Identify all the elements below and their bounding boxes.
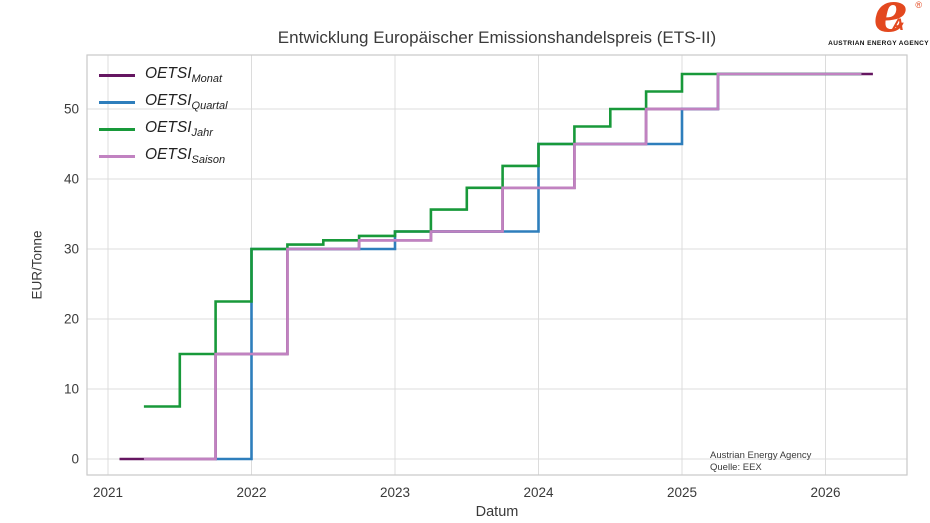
x-tick-2026: 2026 — [810, 485, 840, 500]
x-tick-2024: 2024 — [523, 485, 554, 500]
legend-label-saison: OETSISaison — [145, 145, 226, 167]
annotation-source: Quelle: EEX — [710, 462, 762, 473]
logo-e-icon: e — [873, 0, 908, 44]
y-tick-20: 20 — [64, 312, 79, 327]
y-tick-30: 30 — [64, 242, 79, 257]
x-tick-2022: 2022 — [236, 485, 266, 500]
x-tick-2025: 2025 — [667, 485, 697, 500]
annotation-agency: Austrian Energy Agency — [710, 450, 812, 461]
legend-label-quartal: OETSIQuartal — [145, 91, 228, 113]
x-tick-2021: 2021 — [93, 485, 123, 500]
registered-trademark-icon: ® — [915, 0, 922, 10]
series-line-monat — [119, 72, 873, 461]
legend-swatch-saison — [99, 155, 135, 158]
y-tick-10: 10 — [64, 382, 79, 397]
logo: e A ® AUSTRIAN ENERGY AGENCY — [828, 0, 930, 52]
legend-swatch-quartal — [99, 101, 135, 104]
legend-swatch-jahr — [99, 128, 135, 131]
plot-border — [86, 54, 908, 476]
legend-swatch-monat — [99, 74, 135, 77]
x-axis-label: Datum — [475, 504, 519, 520]
legend-label-monat: OETSIMonat — [145, 64, 223, 86]
y-axis-label: EUR/Tonne — [29, 230, 45, 300]
y-tick-50: 50 — [64, 102, 79, 117]
x-tick-2023: 2023 — [380, 485, 410, 500]
legend-label-jahr: OETSIJahr — [145, 118, 213, 140]
logo-a-icon: A — [891, 15, 904, 34]
legend-item-jahr: OETSIJahr — [99, 116, 228, 143]
series-line-saison — [143, 72, 862, 461]
logo-caption: AUSTRIAN ENERGY AGENCY — [828, 40, 929, 47]
y-tick-40: 40 — [64, 172, 79, 187]
legend-item-quartal: OETSIQuartal — [99, 89, 228, 116]
series-line-jahr — [143, 72, 862, 408]
chart-title: Entwicklung Europäischer Emissionshandel… — [277, 28, 717, 47]
y-tick-0: 0 — [71, 452, 79, 467]
legend-item-monat: OETSIMonat — [99, 62, 228, 89]
legend: OETSIMonat OETSIQuartal OETSIJahr OETSISais… — [99, 62, 228, 170]
legend-item-saison: OETSISaison — [99, 143, 228, 170]
